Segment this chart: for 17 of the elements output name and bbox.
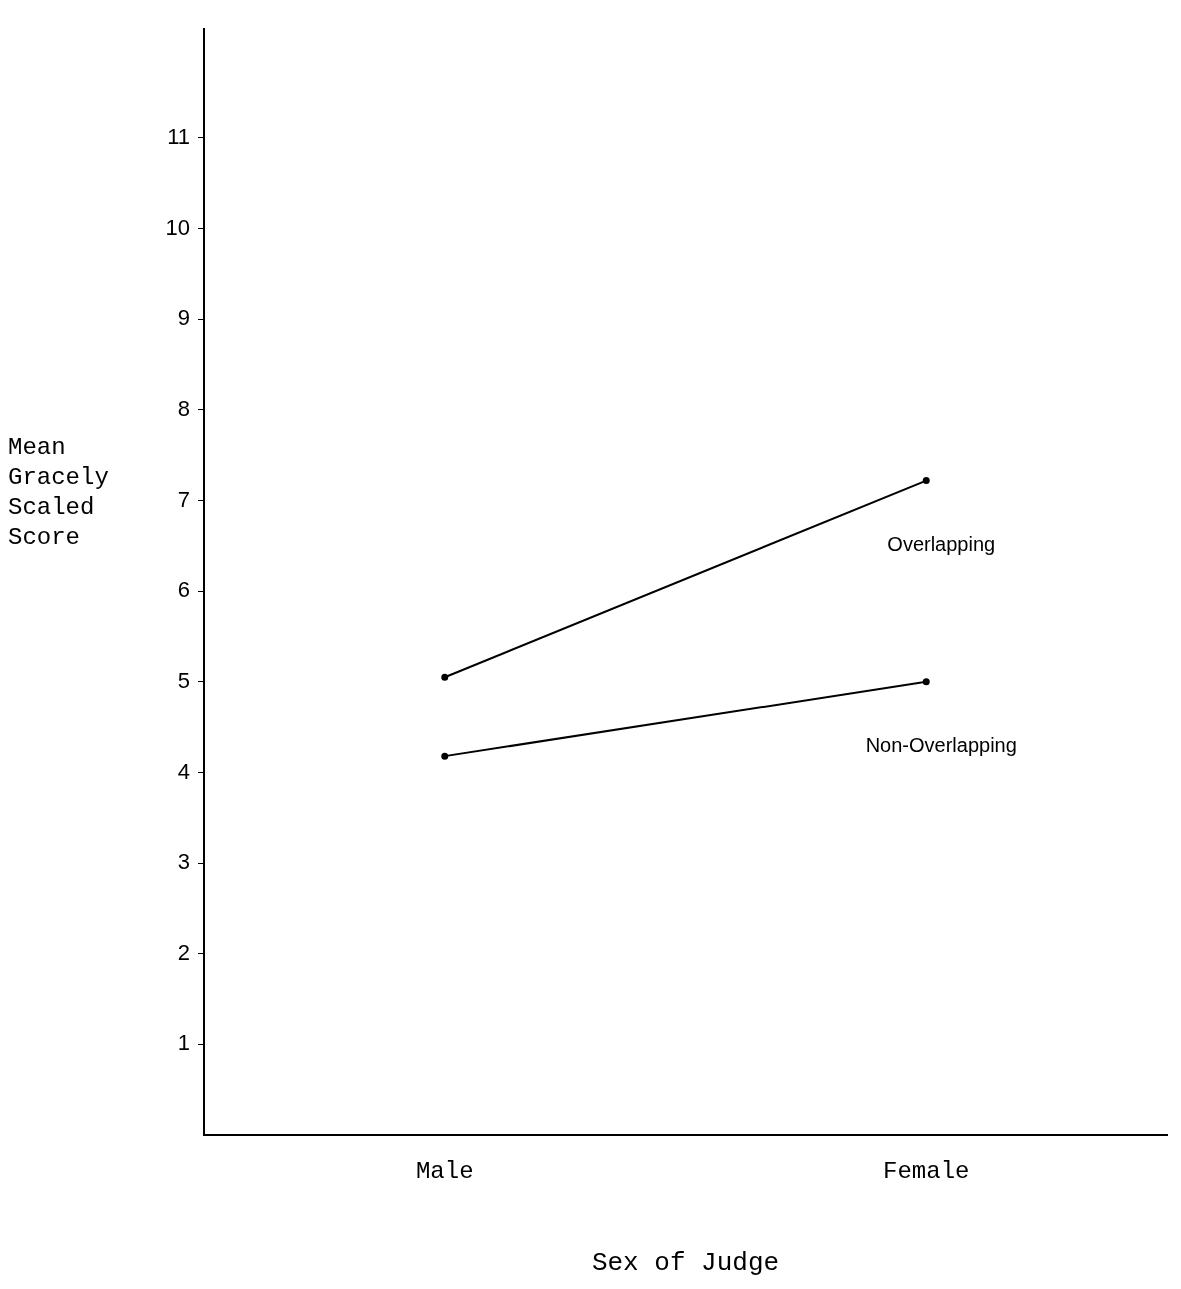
y-tick-label: 7 bbox=[177, 486, 190, 512]
y-tick-label: 2 bbox=[177, 939, 190, 965]
y-tick-label: 9 bbox=[177, 305, 190, 331]
x-axis-title: Sex of Judge bbox=[591, 1248, 780, 1279]
y-tick-label: 1 bbox=[177, 1030, 190, 1056]
y-tick-label: 8 bbox=[177, 395, 190, 421]
y-tick-label: 4 bbox=[177, 758, 190, 784]
text: Non-Overlapping bbox=[865, 733, 1017, 756]
y-tick-label: 3 bbox=[177, 849, 190, 875]
y-tick-label: 11 bbox=[167, 124, 190, 150]
y-tick-label: 5 bbox=[177, 667, 190, 693]
series-label: Overlapping bbox=[887, 532, 996, 555]
y-tick-label: 6 bbox=[177, 577, 190, 603]
x-tick-label: Female bbox=[883, 1157, 970, 1185]
y-axis-title: Mean Gracely Scaled Score bbox=[8, 433, 110, 553]
x-tick-label: Male bbox=[415, 1157, 474, 1185]
y-tick-label: 10 bbox=[165, 214, 190, 240]
